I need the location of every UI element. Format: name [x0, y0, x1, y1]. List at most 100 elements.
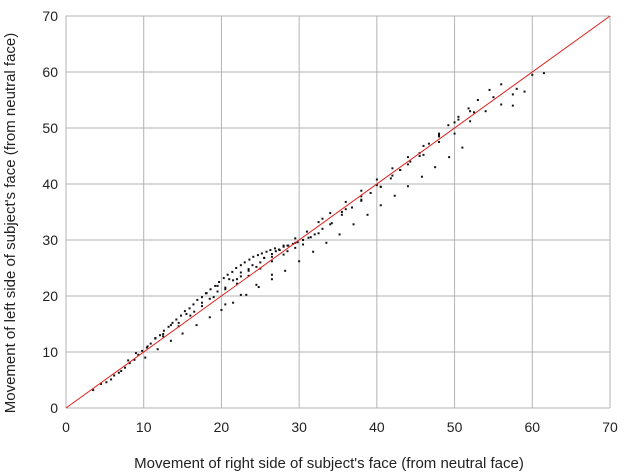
data-point	[379, 204, 382, 207]
data-point	[434, 166, 437, 169]
data-point	[257, 286, 260, 289]
data-point	[307, 236, 310, 239]
data-point	[313, 233, 316, 236]
data-point	[422, 153, 425, 156]
data-point	[156, 348, 159, 351]
data-point	[282, 245, 285, 248]
data-point	[447, 124, 450, 127]
data-point	[235, 282, 238, 285]
data-point	[105, 381, 108, 384]
x-tick-label: 60	[524, 419, 540, 435]
data-point	[500, 103, 503, 106]
data-point	[511, 104, 514, 107]
data-point	[113, 374, 116, 377]
data-point	[312, 250, 315, 253]
data-point	[406, 185, 409, 188]
x-tick-label: 40	[369, 419, 385, 435]
data-point	[305, 230, 308, 233]
axes	[65, 16, 610, 409]
data-point	[399, 169, 402, 171]
data-point	[134, 352, 137, 355]
data-point	[542, 72, 545, 75]
data-point	[239, 293, 242, 296]
data-point	[137, 353, 140, 356]
data-point	[389, 177, 392, 180]
data-point	[220, 309, 223, 311]
data-point	[523, 90, 526, 93]
data-point	[282, 253, 285, 256]
data-point	[302, 239, 305, 241]
data-point	[438, 132, 441, 135]
data-point	[269, 249, 272, 252]
data-point	[228, 278, 231, 281]
data-point	[488, 88, 491, 91]
data-point	[259, 261, 262, 264]
data-point	[329, 223, 332, 226]
data-point	[162, 329, 165, 332]
data-point	[235, 278, 238, 281]
data-point	[99, 382, 102, 385]
y-tick-label: 0	[50, 400, 58, 416]
data-point	[243, 261, 246, 264]
data-point	[344, 200, 347, 203]
data-point	[406, 156, 409, 159]
data-point	[232, 301, 235, 304]
data-point	[224, 286, 227, 289]
data-point	[208, 297, 211, 300]
data-point	[120, 370, 123, 373]
data-point	[232, 279, 235, 282]
reference-line	[65, 15, 611, 409]
data-point	[531, 73, 534, 76]
y-tick-label: 10	[42, 344, 58, 360]
data-point	[128, 362, 131, 365]
data-point	[209, 288, 212, 291]
data-point	[420, 175, 423, 178]
data-point	[248, 258, 251, 261]
data-point	[360, 189, 363, 192]
data-point	[180, 314, 183, 317]
data-point	[222, 277, 225, 280]
x-axis-label: Movement of right side of subject's face…	[134, 455, 524, 472]
data-point	[309, 236, 312, 239]
data-point	[375, 184, 378, 187]
data-point	[294, 246, 297, 249]
data-point	[492, 96, 495, 99]
data-point	[124, 366, 127, 369]
data-point	[330, 222, 333, 225]
data-point	[321, 227, 324, 230]
data-point	[216, 290, 219, 293]
data-point	[352, 223, 355, 226]
data-point	[391, 174, 394, 177]
data-point	[247, 269, 250, 272]
data-point	[296, 241, 299, 244]
data-point	[274, 247, 277, 250]
data-point	[216, 284, 219, 287]
data-point	[302, 243, 305, 246]
data-point	[169, 324, 172, 327]
data-point	[255, 283, 258, 286]
data-point	[360, 199, 363, 202]
data-point	[453, 121, 456, 124]
data-point	[270, 253, 273, 255]
data-point	[344, 208, 347, 211]
data-point	[177, 321, 180, 324]
data-point	[255, 265, 258, 268]
data-point	[427, 142, 430, 145]
data-point	[260, 252, 263, 255]
data-point	[270, 260, 273, 263]
data-point	[422, 144, 425, 147]
data-point	[360, 198, 363, 201]
data-point	[467, 107, 470, 110]
data-point	[265, 250, 268, 253]
data-point	[256, 254, 259, 257]
data-point	[145, 346, 148, 349]
data-point	[212, 296, 215, 299]
data-point	[473, 111, 475, 114]
x-tick-label: 0	[62, 419, 70, 435]
data-point	[270, 273, 273, 276]
data-point	[409, 160, 412, 163]
x-tick-label: 20	[214, 419, 230, 435]
data-point	[274, 250, 277, 253]
data-point	[340, 211, 343, 213]
y-tick-label: 70	[42, 8, 58, 24]
